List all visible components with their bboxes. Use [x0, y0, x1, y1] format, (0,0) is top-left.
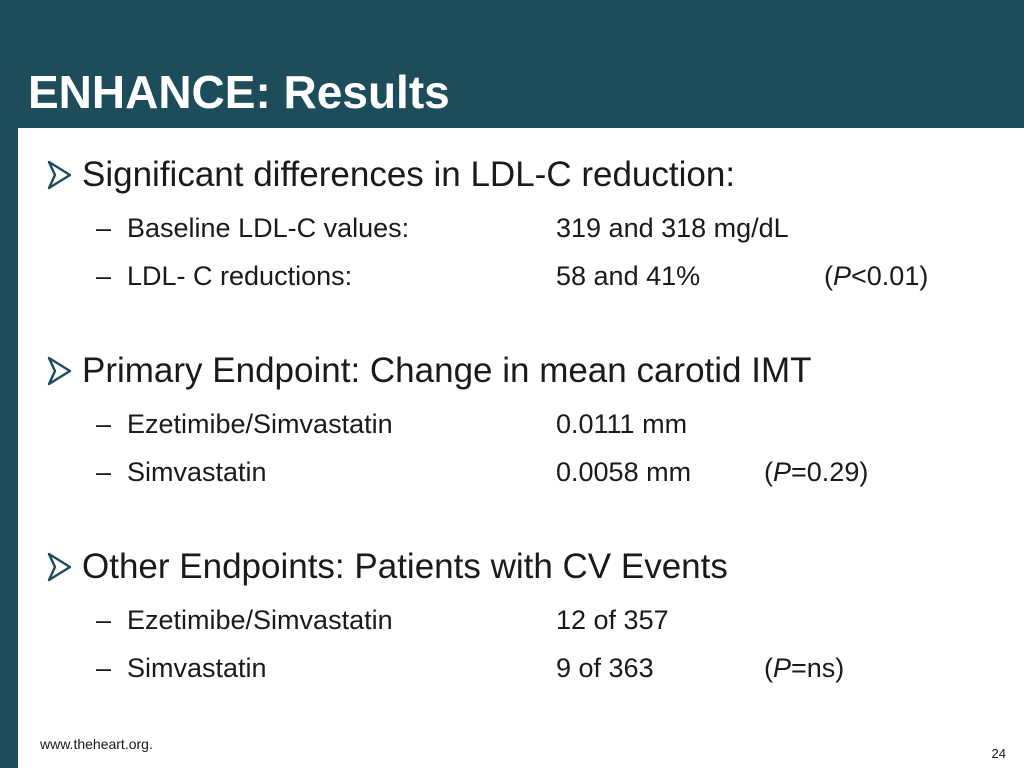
p-rest: =0.29): [791, 457, 869, 487]
item-value: 9 of 363: [556, 653, 654, 683]
arrow-bullet-icon: [47, 160, 72, 190]
item-label: LDL- C reductions:: [127, 261, 353, 291]
section-heading: Significant differences in LDL-C reducti…: [82, 155, 736, 194]
p-letter: P: [773, 653, 792, 683]
list-item: – Baseline LDL-C values: 319 and 318 mg/…: [18, 204, 1024, 252]
p-letter: P: [833, 261, 852, 291]
results-section: Significant differences in LDL-C reducti…: [18, 152, 1024, 300]
p-rest: =ns): [791, 653, 845, 683]
p-letter: P: [773, 457, 792, 487]
p-value: (P<0.01): [824, 252, 928, 300]
list-item: – LDL- C reductions: 58 and 41% (P<0.01): [18, 252, 1024, 300]
p-open: (: [764, 457, 773, 487]
slide-content: Significant differences in LDL-C reducti…: [18, 128, 1024, 768]
dash-marker: –: [96, 653, 112, 683]
page-number: 24: [991, 746, 1006, 761]
results-section: Other Endpoints: Patients with CV Events…: [18, 544, 1024, 692]
section-heading: Primary Endpoint: Change in mean carotid…: [82, 351, 812, 390]
p-value: (P=0.29): [764, 448, 868, 496]
p-open: (: [764, 653, 773, 683]
item-label: Ezetimibe/Simvastatin: [127, 409, 393, 439]
section-heading-row: Significant differences in LDL-C reducti…: [18, 152, 1024, 198]
item-label: Simvastatin: [127, 457, 267, 487]
item-label: Ezetimibe/Simvastatin: [127, 605, 393, 635]
p-value: (P=ns): [764, 644, 844, 692]
list-item: – Ezetimibe/Simvastatin 12 of 357: [18, 596, 1024, 644]
slide-title: ENHANCE: Results: [28, 66, 450, 118]
list-item: – Simvastatin 0.0058 mm (P=0.29): [18, 448, 1024, 496]
p-rest: <0.01): [851, 261, 929, 291]
list-item: – Simvastatin 9 of 363 (P=ns): [18, 644, 1024, 692]
section-heading-row: Other Endpoints: Patients with CV Events: [18, 544, 1024, 590]
item-value: 319 and 318 mg/dL: [556, 213, 789, 243]
dash-marker: –: [96, 409, 112, 439]
dash-marker: –: [96, 213, 112, 243]
section-heading-row: Primary Endpoint: Change in mean carotid…: [18, 348, 1024, 394]
footer-source-link: www.theheart.org.: [40, 736, 153, 752]
item-label: Simvastatin: [127, 653, 267, 683]
arrow-bullet-icon: [47, 356, 72, 386]
dash-marker: –: [96, 605, 112, 635]
item-value: 12 of 357: [556, 605, 669, 635]
dash-marker: –: [96, 261, 112, 291]
p-open: (: [824, 261, 833, 291]
item-value: 0.0058 mm: [556, 457, 692, 487]
section-heading: Other Endpoints: Patients with CV Events: [82, 547, 728, 586]
item-value: 0.0111 mm: [556, 409, 688, 439]
title-bar: ENHANCE: Results: [0, 0, 1024, 128]
arrow-bullet-icon: [47, 552, 72, 582]
list-item: – Ezetimibe/Simvastatin 0.0111 mm: [18, 400, 1024, 448]
dash-marker: –: [96, 457, 112, 487]
item-label: Baseline LDL-C values:: [127, 213, 410, 243]
results-section: Primary Endpoint: Change in mean carotid…: [18, 348, 1024, 496]
item-value: 58 and 41%: [556, 261, 701, 291]
